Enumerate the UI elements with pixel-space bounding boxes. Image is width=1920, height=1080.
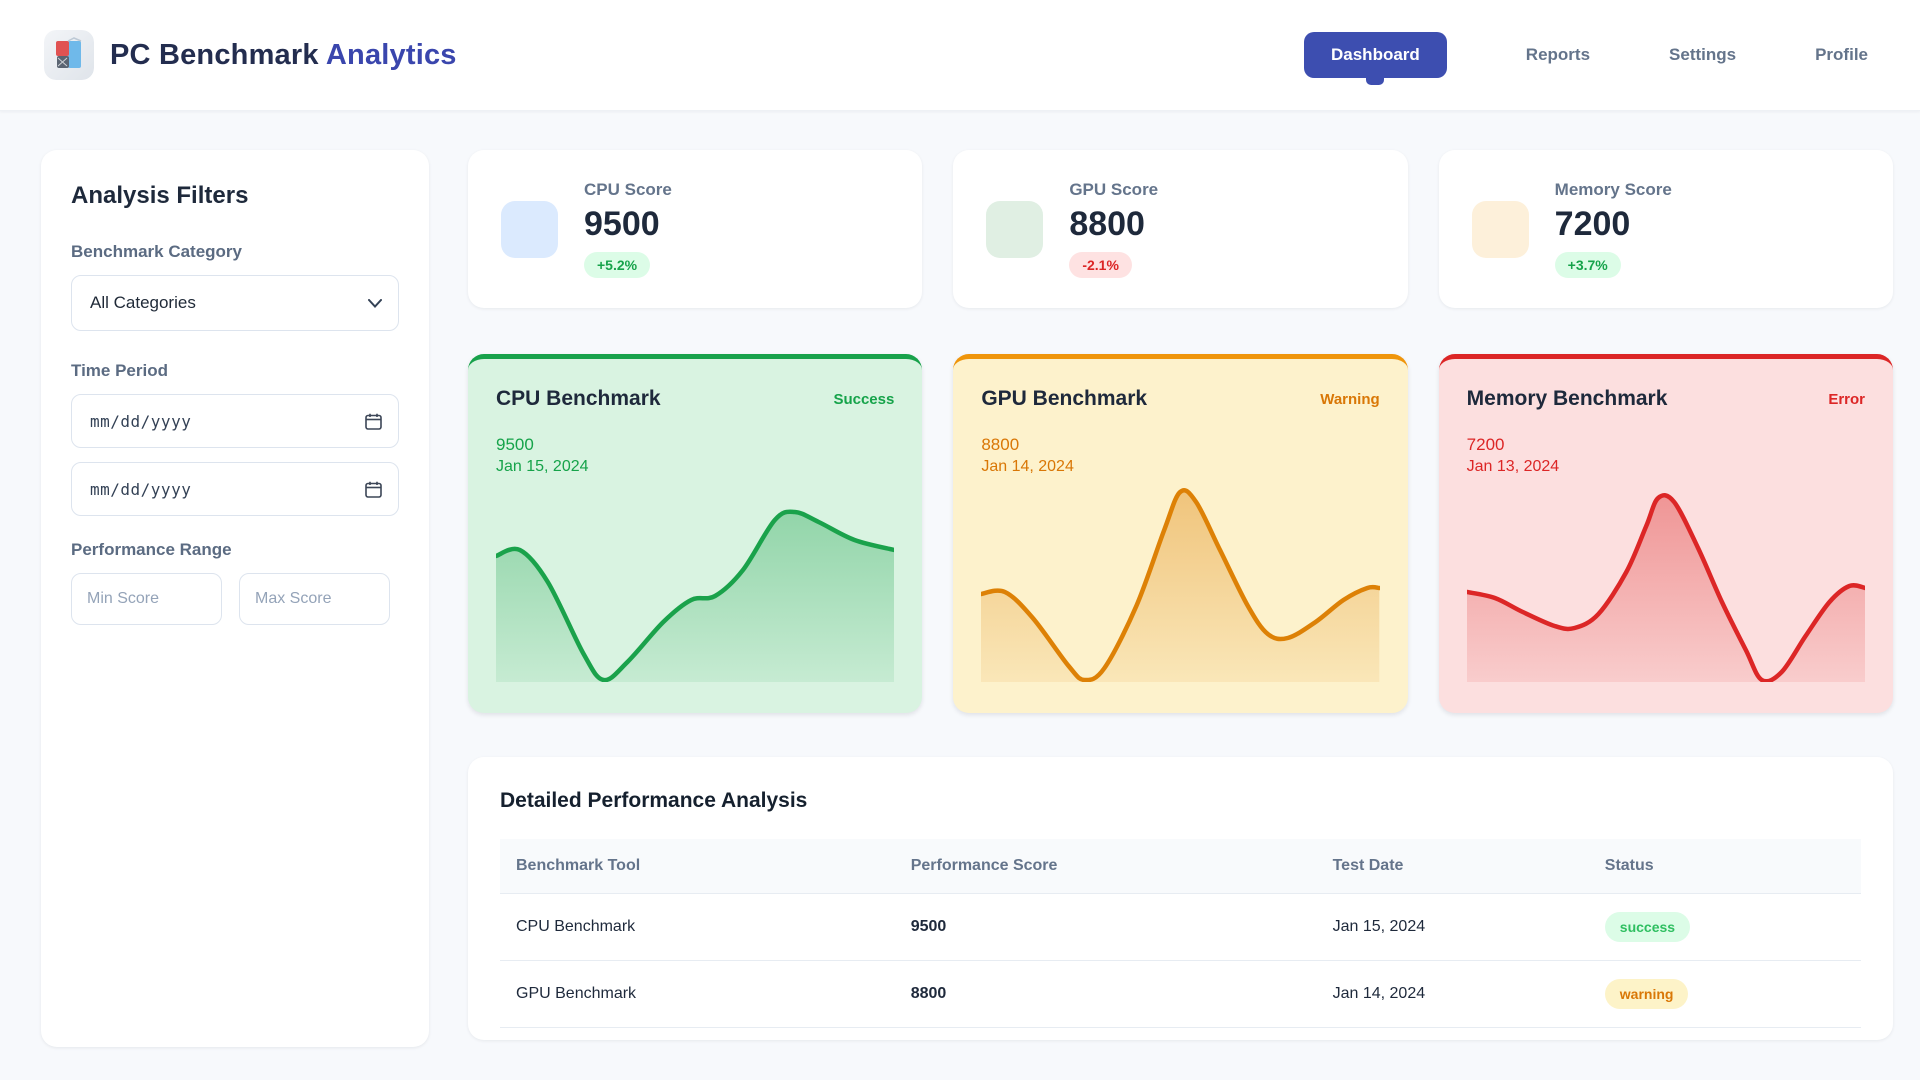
gpu-icon — [986, 200, 1044, 258]
memory-wave-chart — [1466, 482, 1865, 682]
status-label: Warning — [1320, 390, 1380, 408]
app-logo-icon — [44, 30, 94, 80]
main-nav: Dashboard Reports Settings Profile — [1304, 32, 1868, 78]
analysis-title: Detailed Performance Analysis — [500, 789, 808, 812]
detailed-analysis-card: Detailed Performance Analysis Benchmark … — [468, 757, 1893, 1040]
end-date-placeholder: mm/dd/yyyy — [90, 479, 192, 499]
status-badge: warning — [1604, 979, 1689, 1009]
cell-tool: CPU Benchmark — [516, 918, 636, 935]
status-label: Success — [833, 390, 895, 408]
benchmark-title: CPU Benchmark — [496, 387, 661, 410]
table-row: CPU Benchmark 9500 Jan 15, 2024 success — [500, 893, 1861, 961]
status-badge: success — [1604, 912, 1691, 942]
benchmark-card-memory: Memory Benchmark Error 7200 Jan 13, 2024 — [1438, 354, 1893, 713]
performance-range-label: Performance Range — [71, 540, 232, 559]
cell-status: success — [1589, 894, 1861, 961]
category-select[interactable]: All Categories — [71, 275, 399, 331]
nav-profile-link[interactable]: Profile — [1815, 45, 1868, 64]
benchmark-value: 9500 — [496, 435, 534, 454]
benchmark-date: Jan 15, 2024 — [496, 458, 589, 475]
filters-title: Analysis Filters — [71, 182, 249, 209]
benchmark-date: Jan 14, 2024 — [981, 458, 1074, 475]
stat-change-badge: +3.7% — [1554, 252, 1621, 278]
stat-label: Memory Score — [1554, 180, 1672, 199]
benchmark-card-gpu: GPU Benchmark Warning 8800 Jan 14, 2024 — [953, 354, 1408, 713]
stat-card-cpu: CPU Score 9500 +5.2% — [468, 150, 923, 308]
cell-date: Jan 14, 2024 — [1332, 985, 1426, 1002]
max-score-input[interactable] — [239, 573, 390, 625]
calendar-icon — [365, 413, 382, 430]
benchmark-card-cpu: CPU Benchmark Success 9500 Jan 15, 2024 — [468, 354, 923, 713]
col-benchmark-tool: Benchmark Tool — [516, 857, 641, 874]
category-selected-value: All Categories — [90, 293, 196, 312]
benchmark-title: GPU Benchmark — [981, 387, 1148, 410]
gpu-wave-chart — [981, 482, 1380, 682]
chevron-down-icon — [368, 298, 382, 308]
cell-score: 9500 — [910, 918, 947, 935]
stat-label: CPU Score — [584, 180, 672, 199]
cell-tool: GPU Benchmark — [516, 985, 637, 1002]
col-test-date: Test Date — [1332, 857, 1404, 874]
nav-reports-link[interactable]: Reports — [1525, 45, 1591, 64]
benchmark-title: Memory Benchmark — [1466, 387, 1668, 410]
cpu-wave-chart — [496, 482, 895, 682]
stat-change-badge: +5.2% — [584, 252, 651, 278]
start-date-input[interactable]: mm/dd/yyyy — [71, 394, 399, 448]
end-date-input[interactable]: mm/dd/yyyy — [71, 462, 399, 516]
start-date-placeholder: mm/dd/yyyy — [90, 411, 192, 431]
stats-row: CPU Score 9500 +5.2% GPU Score 8800 -2.1… — [468, 150, 1893, 308]
app-header: PC Benchmark Analytics Dashboard Reports… — [0, 0, 1920, 111]
page-title: PC Benchmark Analytics — [110, 38, 457, 71]
category-label: Benchmark Category — [71, 242, 243, 261]
page-title-accent: Analytics — [325, 38, 457, 71]
cell-date: Jan 15, 2024 — [1332, 918, 1426, 935]
stat-value: 8800 — [1069, 205, 1145, 243]
stat-card-gpu: GPU Score 8800 -2.1% — [953, 150, 1408, 308]
min-score-input[interactable] — [71, 573, 222, 625]
nav-dashboard-button[interactable]: Dashboard — [1304, 32, 1447, 78]
col-status: Status — [1604, 857, 1654, 874]
benchmark-value: 7200 — [1466, 435, 1505, 454]
col-performance-score: Performance Score — [910, 857, 1058, 874]
cpu-icon — [501, 200, 558, 258]
nav-settings-link[interactable]: Settings — [1669, 45, 1737, 64]
stat-label: GPU Score — [1069, 180, 1159, 199]
table-header-row: Benchmark Tool Performance Score Test Da… — [500, 839, 1861, 894]
cell-status: warning — [1589, 961, 1861, 1028]
time-period-label: Time Period — [71, 361, 168, 380]
main-content: CPU Score 9500 +5.2% GPU Score 8800 -2.1… — [468, 150, 1893, 1040]
table-row: GPU Benchmark 8800 Jan 14, 2024 warning — [500, 960, 1861, 1028]
status-label: Error — [1828, 390, 1865, 408]
stat-value: 7200 — [1554, 205, 1631, 243]
stat-card-memory: Memory Score 7200 +3.7% — [1438, 150, 1893, 308]
benchmark-cards-row: CPU Benchmark Success 9500 Jan 15, 2024 … — [468, 354, 1893, 713]
stat-change-badge: -2.1% — [1069, 252, 1132, 278]
memory-icon — [1471, 200, 1529, 258]
stat-value: 9500 — [584, 205, 660, 243]
analysis-filters-panel: Analysis Filters Benchmark Category All … — [41, 150, 429, 1047]
cell-score: 8800 — [910, 985, 947, 1002]
benchmark-value: 8800 — [981, 435, 1020, 454]
calendar-icon — [365, 481, 382, 498]
benchmark-date: Jan 13, 2024 — [1466, 458, 1560, 475]
performance-table: Benchmark Tool Performance Score Test Da… — [500, 839, 1861, 1028]
